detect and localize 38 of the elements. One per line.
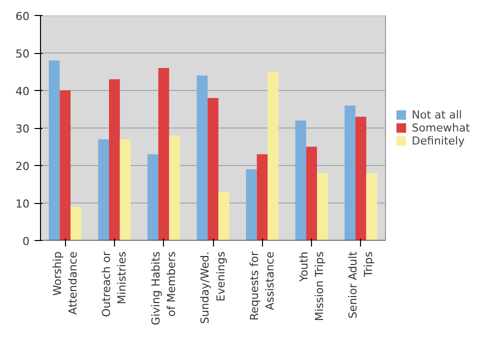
x-tick-label: Youth Mission Trips [297,251,326,322]
bar [208,98,218,240]
legend-label: Somewhat [412,121,470,134]
bar [218,192,230,240]
bar [355,116,366,240]
y-tick-label: 50 [16,48,30,60]
x-tick-label: Worship Attendance [50,251,80,315]
y-tick-label: 0 [22,235,30,248]
bar [70,206,82,240]
x-tick-label: Requests for Assistance [248,251,277,321]
bar [147,154,158,240]
bar [158,68,170,240]
bar [109,79,120,240]
bar [306,146,317,240]
legend-label: Not at all [412,108,462,121]
bar [60,90,71,240]
bar [344,106,356,240]
y-tick-label: 40 [16,85,30,98]
y-tick-label: 30 [16,122,30,136]
bar [295,120,306,240]
y-tick-label: 60 [16,10,30,23]
x-tick-label: Senior Adult Trips [346,250,376,319]
bar [246,169,257,240]
bar [196,76,208,240]
bar [48,60,60,240]
y-tick-label: 10 [16,198,30,210]
x-tick-label: Giving Habits of Members [149,251,178,326]
legend-label: Definitely [412,134,465,147]
bar [98,139,110,240]
bar [120,139,131,240]
y-tick-label: 20 [16,160,30,173]
bar [256,154,268,240]
bar [268,72,279,240]
x-tick-label: Outreach or Ministries [100,251,129,317]
bar [366,173,378,240]
bar [316,173,328,240]
x-tick-label: Sunday/Wed. Evenings [198,251,228,324]
bar [169,136,180,240]
